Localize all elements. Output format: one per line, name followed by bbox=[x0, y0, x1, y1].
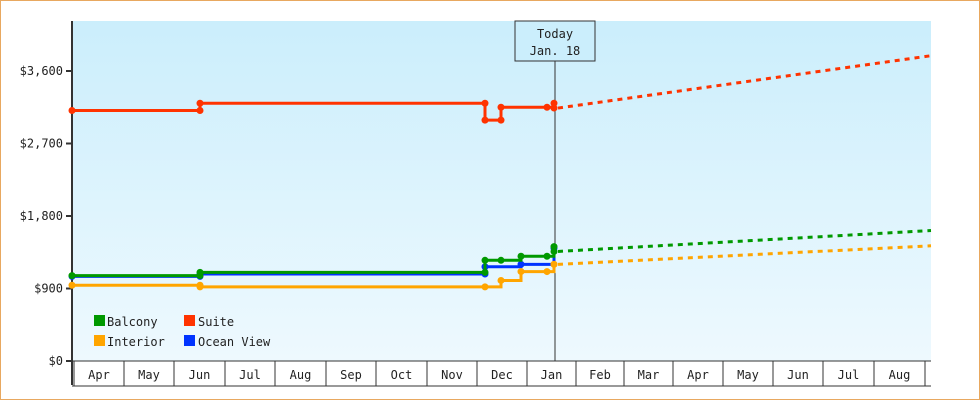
x-tick-label: Jul bbox=[239, 368, 261, 382]
x-tick-label: Sep bbox=[340, 368, 362, 382]
data-point[interactable] bbox=[497, 276, 505, 284]
x-tick-label: Jun bbox=[787, 368, 809, 382]
series-suite bbox=[68, 54, 932, 124]
x-tick-label: Jul bbox=[838, 368, 860, 382]
data-point[interactable] bbox=[481, 268, 489, 276]
y-tick-label: $900 bbox=[34, 282, 63, 296]
data-point[interactable] bbox=[68, 106, 76, 114]
data-point[interactable] bbox=[543, 103, 551, 111]
x-tick-label: Aug bbox=[889, 368, 911, 382]
data-point[interactable] bbox=[517, 252, 525, 260]
data-point[interactable] bbox=[196, 283, 204, 291]
forecast-line bbox=[557, 244, 932, 266]
x-tick-label: May bbox=[138, 368, 160, 382]
data-point[interactable] bbox=[497, 103, 505, 111]
data-point[interactable] bbox=[68, 272, 76, 280]
data-point[interactable] bbox=[196, 99, 204, 107]
data-point[interactable] bbox=[497, 116, 505, 124]
x-tick-label: Dec bbox=[491, 368, 513, 382]
y-tick-label: $0 bbox=[49, 354, 63, 368]
legend-swatch-suite bbox=[184, 315, 195, 326]
data-point[interactable] bbox=[481, 99, 489, 107]
data-point[interactable] bbox=[517, 268, 525, 276]
x-tick-label: Aug bbox=[290, 368, 312, 382]
legend-swatch-interior bbox=[94, 335, 105, 346]
y-axis: $0 $900 $1,800 $2,700 $3,600 bbox=[20, 21, 73, 385]
legend: Balcony Suite Interior Ocean View bbox=[94, 315, 271, 349]
data-point[interactable] bbox=[550, 243, 558, 251]
data-point[interactable] bbox=[481, 116, 489, 124]
x-tick-label: Apr bbox=[88, 368, 110, 382]
y-tick-label: $3,600 bbox=[20, 64, 63, 78]
data-point[interactable] bbox=[196, 268, 204, 276]
today-label: Today bbox=[537, 27, 573, 41]
legend-label-balcony: Balcony bbox=[107, 315, 158, 329]
y-tick-label: $2,700 bbox=[20, 137, 63, 151]
x-tick-label: Oct bbox=[391, 368, 413, 382]
data-point[interactable] bbox=[196, 106, 204, 114]
legend-label-ocean-view: Ocean View bbox=[198, 335, 271, 349]
legend-swatch-ocean-view bbox=[184, 335, 195, 346]
data-point[interactable] bbox=[497, 256, 505, 264]
x-tick-label: Mar bbox=[638, 368, 660, 382]
series-balcony bbox=[68, 229, 932, 280]
today-date-label: Jan. 18 bbox=[530, 44, 581, 58]
x-tick-label: Jun bbox=[189, 368, 211, 382]
data-point[interactable] bbox=[543, 268, 551, 276]
legend-label-suite: Suite bbox=[198, 315, 234, 329]
data-point[interactable] bbox=[481, 256, 489, 264]
x-axis: Apr May Jun Jul Aug Sep Oct Nov Dec Jan Feb Mar Apr M… bbox=[72, 360, 931, 387]
x-tick-label: Feb bbox=[589, 368, 611, 382]
plot-area bbox=[72, 21, 931, 361]
data-point[interactable] bbox=[68, 281, 76, 289]
x-tick-label: May bbox=[737, 368, 759, 382]
x-tick-label: Jan bbox=[541, 368, 563, 382]
series-interior bbox=[68, 244, 932, 291]
data-point[interactable] bbox=[481, 283, 489, 291]
forecast-line bbox=[557, 54, 932, 110]
legend-swatch-balcony bbox=[94, 315, 105, 326]
data-point[interactable] bbox=[517, 260, 525, 268]
series-layer bbox=[68, 54, 932, 291]
data-point[interactable] bbox=[543, 252, 551, 260]
y-tick-label: $1,800 bbox=[20, 209, 63, 223]
x-tick-label: Apr bbox=[687, 368, 709, 382]
data-point[interactable] bbox=[550, 99, 558, 107]
legend-label-interior: Interior bbox=[107, 335, 165, 349]
x-tick-label: Nov bbox=[441, 368, 463, 382]
forecast-line bbox=[557, 229, 932, 253]
